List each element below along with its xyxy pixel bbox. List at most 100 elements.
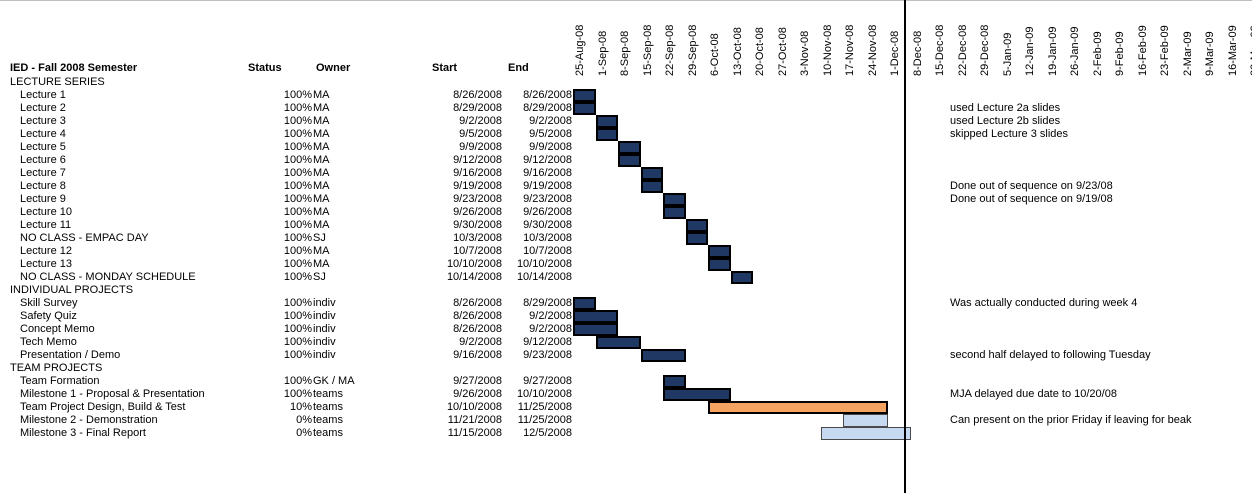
task-name: Lecture 8 xyxy=(20,180,66,192)
task-status: 100% xyxy=(283,297,312,309)
task-status: 100% xyxy=(283,128,312,140)
gantt-bar xyxy=(685,232,708,245)
task-row: Lecture 12 100% MA 10/7/2008 10/7/2008 xyxy=(0,245,1252,258)
task-end: 9/2/2008 xyxy=(529,310,572,322)
gantt-bar xyxy=(640,167,663,180)
gantt-bar xyxy=(640,180,663,193)
task-end: 9/27/2008 xyxy=(523,375,572,387)
week-header: 22-Dec-08 xyxy=(956,24,969,76)
task-end: 9/23/2008 xyxy=(523,349,572,361)
task-name: Lecture 2 xyxy=(20,102,66,114)
task-end: 8/29/2008 xyxy=(523,297,572,309)
task-end: 9/12/2008 xyxy=(523,336,572,348)
section-row: LECTURE SERIES xyxy=(0,76,1252,89)
week-header: 3-Nov-08 xyxy=(799,30,811,76)
task-start: 9/27/2008 xyxy=(453,375,502,387)
task-status: 0% xyxy=(296,427,312,439)
task-name: Concept Memo xyxy=(20,323,95,335)
task-row: Lecture 5 100% MA 9/9/2008 9/9/2008 xyxy=(0,141,1252,154)
task-status: 100% xyxy=(283,323,312,335)
task-name: Lecture 5 xyxy=(20,141,66,153)
task-owner: MA xyxy=(313,154,330,166)
task-row: Milestone 2 - Demonstration 0% teams 11/21/… xyxy=(0,414,1252,427)
task-status: 100% xyxy=(283,115,312,127)
gantt-bar xyxy=(663,388,731,401)
task-row: Milestone 3 - Final Report 0% teams 11/15/2… xyxy=(0,427,1252,440)
task-start: 9/16/2008 xyxy=(453,349,502,361)
section-title: LECTURE SERIES xyxy=(10,76,105,88)
task-start: 10/10/2008 xyxy=(446,258,502,270)
task-note: Can present on the prior Friday if leavi… xyxy=(950,414,1192,426)
gantt-bar xyxy=(708,401,888,414)
task-row: Lecture 10 100% MA 9/26/2008 9/26/2008 xyxy=(0,206,1252,219)
task-row: NO CLASS - MONDAY SCHEDULE 100% SJ 10/14/20… xyxy=(0,271,1252,284)
week-header: 2-Mar-09 xyxy=(1181,31,1194,76)
task-end: 10/3/2008 xyxy=(523,232,572,244)
task-status: 100% xyxy=(283,258,312,270)
task-status: 10% xyxy=(289,401,312,413)
week-header: 12-Jan-09 xyxy=(1024,26,1036,76)
task-note: Done out of sequence on 9/23/08 xyxy=(950,180,1113,192)
week-header: 29-Dec-08 xyxy=(979,24,991,76)
task-end: 9/12/2008 xyxy=(523,154,572,166)
task-start: 10/14/2008 xyxy=(446,271,502,283)
task-end: 10/10/2008 xyxy=(516,388,572,400)
task-start: 9/23/2008 xyxy=(453,193,502,205)
section-title: TEAM PROJECTS xyxy=(10,362,103,374)
gantt-bar xyxy=(573,323,618,336)
week-header: 2-Feb-09 xyxy=(1091,31,1104,76)
task-status: 100% xyxy=(283,271,312,283)
week-header: 1-Dec-08 xyxy=(889,30,901,76)
task-end: 10/7/2008 xyxy=(523,245,572,257)
week-header: 6-Oct-08 xyxy=(709,33,721,76)
task-status: 100% xyxy=(283,245,312,257)
task-owner: indiv xyxy=(313,297,336,309)
week-header: 5-Jan-09 xyxy=(1001,32,1014,76)
task-start: 8/26/2008 xyxy=(453,89,502,101)
task-status: 100% xyxy=(283,349,312,361)
task-note: used Lecture 2b slides xyxy=(950,115,1061,127)
gantt-bar xyxy=(663,193,686,206)
task-note: Was actually conducted during week 4 xyxy=(950,297,1138,309)
task-end: 9/19/2008 xyxy=(523,180,572,192)
task-start: 8/29/2008 xyxy=(453,102,502,114)
task-row: Lecture 13 100% MA 10/10/2008 10/10/2008 xyxy=(0,258,1252,271)
gantt-bar xyxy=(708,245,731,258)
task-name: Skill Survey xyxy=(20,297,78,309)
task-start: 9/5/2008 xyxy=(459,128,502,140)
task-end: 9/2/2008 xyxy=(529,323,572,335)
task-owner: MA xyxy=(313,193,330,205)
task-end: 9/30/2008 xyxy=(523,219,572,231)
week-header: 1-Sep-08 xyxy=(596,30,609,76)
task-row: Lecture 3 100% MA 9/2/2008 9/2/2008 used Lect… xyxy=(0,115,1252,128)
task-name: Milestone 2 - Demonstration xyxy=(20,414,158,426)
task-owner: teams xyxy=(313,388,343,400)
task-start: 8/26/2008 xyxy=(453,310,502,322)
task-status: 100% xyxy=(283,336,312,348)
task-end: 10/14/2008 xyxy=(516,271,572,283)
week-header: 19-Jan-09 xyxy=(1046,26,1059,76)
task-name: Lecture 6 xyxy=(20,154,66,166)
task-owner: MA xyxy=(313,206,330,218)
gantt-bar xyxy=(573,89,596,102)
task-name: Lecture 1 xyxy=(20,89,66,101)
task-name: Milestone 1 - Proposal & Presentation xyxy=(20,388,205,400)
task-name: Lecture 7 xyxy=(20,167,66,179)
task-owner: MA xyxy=(313,115,330,127)
task-start: 9/2/2008 xyxy=(459,336,502,348)
task-row: Tech Memo 100% indiv 9/2/2008 9/12/2008 xyxy=(0,336,1252,349)
task-start: 9/2/2008 xyxy=(459,115,502,127)
gantt-bar xyxy=(618,141,641,154)
week-header: 9-Mar-09 xyxy=(1204,31,1216,76)
task-row: Concept Memo 100% indiv 8/26/2008 9/2/2008 xyxy=(0,323,1252,336)
week-header: 15-Sep-08 xyxy=(641,24,654,76)
task-start: 10/7/2008 xyxy=(453,245,502,257)
task-row: Presentation / Demo 100% indiv 9/16/2008 9/2… xyxy=(0,349,1252,362)
task-name: Lecture 9 xyxy=(20,193,66,205)
task-name: NO CLASS - MONDAY SCHEDULE xyxy=(20,271,196,283)
task-end: 12/5/2008 xyxy=(523,427,572,439)
task-status: 100% xyxy=(283,141,312,153)
task-start: 9/19/2008 xyxy=(453,180,502,192)
task-owner: GK / MA xyxy=(313,375,355,387)
gantt-bar xyxy=(595,336,641,349)
